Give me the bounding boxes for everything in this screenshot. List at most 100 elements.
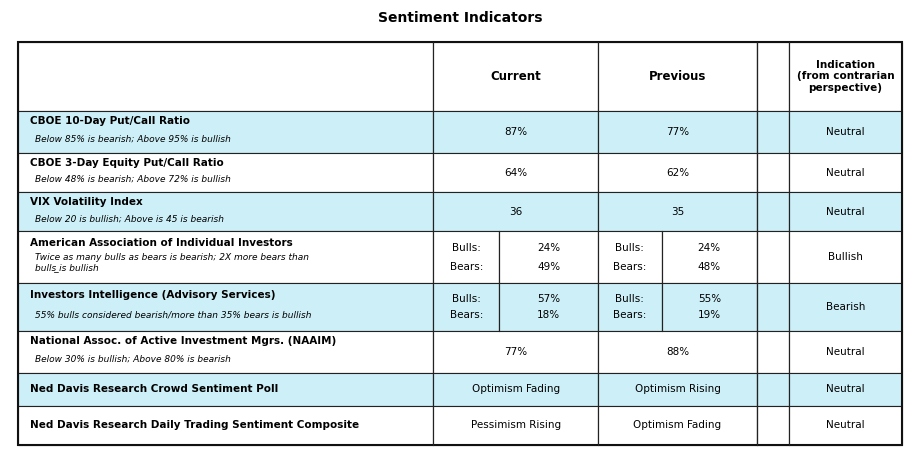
Bar (788, 111, 901, 153)
Bar (433, 373, 597, 406)
Bar (597, 373, 756, 406)
Text: 36: 36 (508, 207, 522, 217)
Text: 64%: 64% (504, 168, 527, 178)
Text: Ned Davis Research Crowd Sentiment Poll: Ned Davis Research Crowd Sentiment Poll (30, 384, 278, 394)
Bar (788, 284, 901, 331)
Bar (661, 231, 756, 284)
Bar (756, 42, 788, 111)
Bar (597, 284, 661, 331)
Bar (756, 331, 788, 373)
Text: 18%: 18% (537, 310, 560, 320)
Bar (18, 192, 433, 231)
Text: 35: 35 (670, 207, 684, 217)
Bar (788, 406, 901, 445)
Bar (788, 231, 901, 284)
Text: 24%: 24% (697, 243, 720, 253)
Point (655, 281, 666, 286)
Text: 62%: 62% (665, 168, 688, 178)
Bar (788, 373, 901, 406)
Text: Twice as many bulls as bears is bearish; 2X more bears than
bulls ̲is bullish: Twice as many bulls as bears is bearish;… (35, 253, 309, 272)
Text: Current: Current (490, 70, 540, 83)
Text: Investors Intelligence (Advisory Services): Investors Intelligence (Advisory Service… (30, 290, 275, 300)
Text: Below 30% is bullish; Above 80% is bearish: Below 30% is bullish; Above 80% is beari… (35, 355, 231, 364)
Text: Neutral: Neutral (825, 168, 864, 178)
Text: Bulls:: Bulls: (451, 294, 481, 304)
Text: Bears:: Bears: (449, 310, 482, 320)
Bar (597, 231, 661, 284)
Text: American Association of Individual Investors: American Association of Individual Inves… (30, 238, 292, 248)
Bar (756, 153, 788, 192)
Bar (756, 406, 788, 445)
Bar (788, 153, 901, 192)
Text: 88%: 88% (665, 347, 688, 357)
Text: VIX Volatility Index: VIX Volatility Index (30, 197, 142, 207)
Text: Below 20 is bullish; Above is 45 is bearish: Below 20 is bullish; Above is 45 is bear… (35, 214, 223, 223)
Bar (433, 153, 597, 192)
Bar (18, 42, 901, 445)
Point (655, 328, 666, 333)
Text: Bears:: Bears: (449, 262, 482, 272)
Text: Bulls:: Bulls: (615, 294, 643, 304)
Bar (433, 331, 597, 373)
Bar (499, 284, 597, 331)
Text: Bears:: Bears: (612, 310, 646, 320)
Text: Neutral: Neutral (825, 420, 864, 430)
Text: 77%: 77% (665, 127, 688, 137)
Text: Bulls:: Bulls: (451, 243, 481, 253)
Bar (18, 373, 433, 406)
Text: Bearish: Bearish (825, 302, 864, 312)
Bar (433, 192, 597, 231)
Bar (433, 284, 499, 331)
Bar (597, 42, 756, 111)
Bar (661, 284, 756, 331)
Bar (18, 406, 433, 445)
Bar (756, 373, 788, 406)
Text: Below 85% is bearish; Above 95% is bullish: Below 85% is bearish; Above 95% is bulli… (35, 135, 231, 144)
Text: 55% bulls considered bearish/more than 35% bears is bullish: 55% bulls considered bearish/more than 3… (35, 311, 312, 320)
Text: 19%: 19% (697, 310, 720, 320)
Text: National Assoc. of Active Investment Mgrs. (NAAIM): National Assoc. of Active Investment Mgr… (30, 336, 335, 346)
Text: Indication
(from contrarian
perspective): Indication (from contrarian perspective) (796, 60, 893, 93)
Point (494, 281, 505, 286)
Text: 48%: 48% (697, 262, 720, 272)
Text: Previous: Previous (648, 70, 706, 83)
Bar (18, 231, 433, 284)
Bar (18, 284, 433, 331)
Point (494, 229, 505, 234)
Text: CBOE 10-Day Put/Call Ratio: CBOE 10-Day Put/Call Ratio (30, 116, 190, 126)
Bar (597, 192, 756, 231)
Bar (597, 153, 756, 192)
Bar (18, 111, 433, 153)
Bar (597, 111, 756, 153)
Bar (756, 111, 788, 153)
Text: 87%: 87% (504, 127, 527, 137)
Text: Pessimism Rising: Pessimism Rising (471, 420, 561, 430)
Bar (756, 192, 788, 231)
Bar (756, 231, 788, 284)
Text: Below 48% is bearish; Above 72% is bullish: Below 48% is bearish; Above 72% is bulli… (35, 175, 231, 184)
Text: Bullish: Bullish (827, 252, 862, 262)
Bar (788, 331, 901, 373)
Bar (756, 284, 788, 331)
Bar (18, 331, 433, 373)
Text: 24%: 24% (537, 243, 560, 253)
Bar (18, 42, 433, 111)
Text: Ned Davis Research Daily Trading Sentiment Composite: Ned Davis Research Daily Trading Sentime… (30, 420, 358, 430)
Bar (499, 231, 597, 284)
Text: Sentiment Indicators: Sentiment Indicators (378, 11, 541, 25)
Point (655, 229, 666, 234)
Bar (433, 42, 597, 111)
Text: Neutral: Neutral (825, 127, 864, 137)
Text: Neutral: Neutral (825, 347, 864, 357)
Bar (788, 42, 901, 111)
Text: Neutral: Neutral (825, 384, 864, 394)
Bar (433, 406, 597, 445)
Text: CBOE 3-Day Equity Put/Call Ratio: CBOE 3-Day Equity Put/Call Ratio (30, 158, 223, 168)
Text: Bulls:: Bulls: (615, 243, 643, 253)
Text: 55%: 55% (697, 294, 720, 304)
Text: 49%: 49% (537, 262, 560, 272)
Point (655, 281, 666, 286)
Bar (433, 231, 499, 284)
Text: 57%: 57% (537, 294, 560, 304)
Bar (788, 192, 901, 231)
